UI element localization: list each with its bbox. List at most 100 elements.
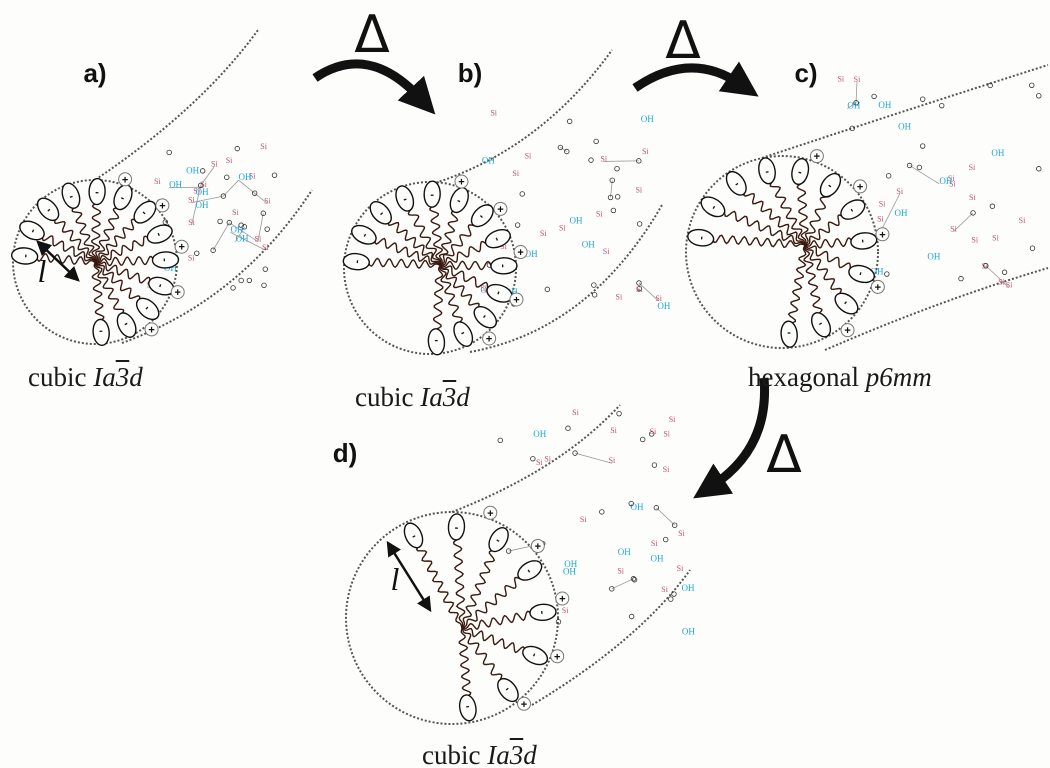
oxygen-atom [200,169,205,174]
silanol-label: OH [927,252,940,262]
phase-name: cubic [422,740,480,768]
cation-sign: + [487,508,493,520]
silanol-label: OH [681,583,694,593]
oxygen-atom [592,283,597,288]
oxygen-atom [567,119,572,124]
silicon-label: Si [877,215,884,224]
space-group: Ia [487,740,510,768]
cation-sign: + [458,177,464,189]
silicon-label: Si [562,606,569,615]
silicon-label: Si [969,193,976,202]
silicon-label: Si [264,196,271,205]
oxygen-atom [247,278,252,283]
silicon-label: Si [616,292,623,301]
oxygen-atom [194,251,199,256]
silicon-label: Si [642,147,649,156]
silicon-label: Si [635,186,642,195]
silicon-label: Si [536,458,543,467]
oxygen-atom [611,208,616,213]
oxygen-atom [545,287,550,292]
anion-sign: - [95,186,99,198]
length-label: l [38,253,47,289]
cation-sign: + [879,229,885,241]
silanol-label: OH [682,626,695,636]
oxygen-atom [231,286,236,291]
silicon-label: Si [255,235,262,244]
cation-sign: + [521,699,527,711]
silicon-label: Si [262,243,269,252]
silanol-label: OH [196,200,209,210]
heat-symbol: Δ [766,425,802,485]
phase-caption: hexagonal p6mm [748,362,932,393]
oxygen-atom [592,293,597,298]
panel-label: b) [458,58,483,88]
surfactant-tail [462,540,499,628]
silanol-label: OH [878,100,891,110]
silicon-label: Si [188,218,195,227]
silanol-label: OH [650,554,663,564]
silicon-label: Si [544,454,551,463]
siloxane-bond [575,453,612,463]
silicon-label: Si [969,163,976,172]
micelle-outline [686,156,878,348]
diagram: ΔΔΔSiOHSiOHSiSiSiOHSiOHSiSiSiOHSiOHSiSiS… [0,0,1050,768]
siloxane-bond [213,223,229,251]
oxygen-atom [1029,83,1034,88]
cation-sign: + [554,651,560,663]
silicon-label: Si [232,208,239,217]
silicon-label: Si [572,408,579,417]
silanol-label: OH [186,166,199,176]
phase-caption: cubic Ia3d [28,362,143,393]
space-group: 3 [510,740,524,768]
silicon-label: Si [154,177,161,186]
silanol-label: OH [533,429,546,439]
oxygen-atom [672,592,677,597]
space-group: Ia [93,362,116,392]
silicon-label: Si [512,169,519,178]
cation-sign: + [559,594,565,606]
silicon-label: Si [1006,281,1013,290]
oxygen-atom [239,278,244,283]
silanol-label: OH [169,180,182,190]
pore-wall [470,205,662,352]
phase-name: cubic [28,362,86,392]
space-group: 3 [443,382,457,412]
silicon-label: Si [650,427,657,436]
phase-caption: cubic Ia3d [355,382,470,413]
panel-label: a) [83,58,106,88]
cation-sign: + [486,333,492,345]
heat-arrow [712,378,765,486]
silanol-label: OH [239,172,252,182]
silicon-label: Si [1019,216,1026,225]
cation-sign: + [174,287,180,299]
space-group: p6mm [866,362,932,392]
silanol-label: OH [236,234,249,244]
space-group: Ia [420,382,443,412]
silanol-label: OH [630,502,643,512]
silicon-label: Si [260,142,267,151]
cation-sign: + [814,151,820,163]
oxygen-atom [594,139,599,144]
oxygen-atom [885,272,890,277]
pore-wall [92,30,258,182]
oxygen-atom [589,158,594,163]
silicon-label: Si [226,156,233,165]
oxygen-atom [272,173,277,178]
silicon-label: Si [596,210,603,219]
panel-label: c) [794,58,817,88]
oxygen-atom [235,146,240,151]
siloxane-bond [656,508,674,525]
surfactant-tail [411,535,462,628]
silicon-label: Si [998,278,1005,287]
oxygen-atom [637,222,642,227]
surfactant-tail [713,207,805,245]
oxygen-atom [959,276,964,281]
oxygen-atom [531,456,536,461]
oxygen-atom [566,426,571,431]
heat-symbol: Δ [354,5,390,65]
phase-caption: cubic Ia3d [422,740,537,768]
silanol-label: OH [196,187,209,197]
surfactant-tail [804,245,824,325]
oxygen-atom [990,204,995,209]
oxygen-atom [615,195,620,200]
